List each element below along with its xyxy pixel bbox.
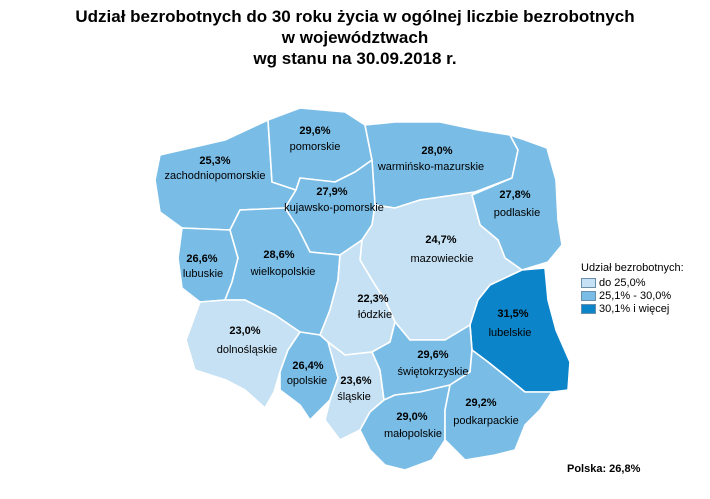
value-wielkopolskie: 28,6% <box>263 249 294 261</box>
legend-label-mid: 25,1% - 30,0% <box>599 289 672 302</box>
label-dolnoslaskie: 23,0% dolnośląskie <box>217 325 278 356</box>
value-podlaskie: 27,8% <box>499 189 530 201</box>
name-lubelskie: lubelskie <box>489 327 532 339</box>
name-zachodniopomorskie: zachodniopomorskie <box>165 170 266 182</box>
name-lubuskie: lubuskie <box>183 268 223 280</box>
value-pomorskie: 29,6% <box>299 125 330 137</box>
label-lodzkie: 22,3% łódzkie <box>357 293 392 321</box>
label-swietokrzyskie: 29,6% świętokrzyskie <box>398 349 469 378</box>
name-wielkopolskie: wielkopolskie <box>250 266 316 278</box>
legend-item-mid: 25,1% - 30,0% <box>581 289 684 302</box>
value-kujawsko-pomorskie: 27,9% <box>316 186 347 198</box>
national-total: Polska: 26,8% <box>567 463 641 475</box>
name-lodzkie: łódzkie <box>358 309 392 321</box>
value-warminsko-mazurskie: 28,0% <box>421 145 452 157</box>
label-kujawsko-pomorskie: 27,9% kujawsko-pomorskie <box>284 186 384 214</box>
name-swietokrzyskie: świętokrzyskie <box>398 366 469 378</box>
title-line-2: w województwach <box>281 28 429 47</box>
value-zachodniopomorskie: 25,3% <box>199 155 230 167</box>
label-pomorskie: 29,6% pomorskie <box>290 125 341 153</box>
region-podkarpackie[interactable] <box>444 349 553 461</box>
legend-item-low: do 25,0% <box>581 276 684 289</box>
value-lodzkie: 22,3% <box>357 293 388 305</box>
label-lubuskie: 26,6% lubuskie <box>183 253 223 280</box>
label-podkarpackie: 29,2% podkarpackie <box>453 397 518 427</box>
legend-label-low: do 25,0% <box>599 276 646 289</box>
label-slaskie: 23,6% śląskie <box>337 375 372 403</box>
label-mazowieckie: 24,7% mazowieckie <box>411 234 474 265</box>
legend-label-high: 30,1% i więcej <box>599 302 670 315</box>
legend-swatch-high <box>581 303 596 314</box>
value-malopolskie: 29,0% <box>396 411 427 423</box>
name-kujawsko-pomorskie: kujawsko-pomorskie <box>284 202 384 214</box>
value-podkarpackie: 29,2% <box>465 397 496 409</box>
label-opolskie: 26,4% opolskie <box>287 360 327 387</box>
region-labels: 29,6% pomorskie 28,0% warmińsko-mazurski… <box>165 125 541 440</box>
value-mazowieckie: 24,7% <box>425 234 456 246</box>
legend-title: Udział bezrobotnych: <box>581 262 684 274</box>
title-line-1: Udział bezrobotnych do 30 roku życia w o… <box>75 7 635 26</box>
name-slaskie: śląskie <box>337 391 371 403</box>
region-opolskie[interactable] <box>279 331 346 421</box>
value-opolskie: 26,4% <box>292 360 323 372</box>
name-pomorskie: pomorskie <box>290 141 341 153</box>
name-opolskie: opolskie <box>287 375 327 387</box>
name-podkarpackie: podkarpackie <box>453 415 518 427</box>
region-dolnoslaskie[interactable] <box>185 299 301 409</box>
name-warminsko-mazurskie: warmińsko-mazurskie <box>377 161 484 173</box>
value-dolnoslaskie: 23,0% <box>229 325 260 337</box>
value-slaskie: 23,6% <box>340 375 371 387</box>
label-lubelskie: 31,5% lubelskie <box>489 308 532 339</box>
title-line-3: wg stanu na 30.09.2018 r. <box>253 49 457 68</box>
name-dolnoslaskie: dolnośląskie <box>217 344 278 356</box>
legend: Udział bezrobotnych: do 25,0% 25,1% - 30… <box>581 262 684 315</box>
value-lubelskie: 31,5% <box>497 308 528 320</box>
label-zachodniopomorskie: 25,3% zachodniopomorskie <box>165 155 266 182</box>
label-podlaskie: 27,8% podlaskie <box>494 189 540 219</box>
name-malopolskie: małopolskie <box>384 428 442 440</box>
legend-item-high: 30,1% i więcej <box>581 302 684 315</box>
region-malopolskie[interactable] <box>359 384 451 471</box>
label-wielkopolskie: 28,6% wielkopolskie <box>250 249 316 278</box>
value-swietokrzyskie: 29,6% <box>417 349 448 361</box>
legend-swatch-mid <box>581 290 596 301</box>
name-mazowieckie: mazowieckie <box>411 253 474 265</box>
value-lubuskie: 26,6% <box>186 253 217 265</box>
map-title: Udział bezrobotnych do 30 roku życia w o… <box>0 6 710 69</box>
name-podlaskie: podlaskie <box>494 207 540 219</box>
label-malopolskie: 29,0% małopolskie <box>384 411 442 440</box>
label-warminsko-mazurskie: 28,0% warmińsko-mazurskie <box>377 145 484 173</box>
legend-swatch-low <box>581 277 596 288</box>
